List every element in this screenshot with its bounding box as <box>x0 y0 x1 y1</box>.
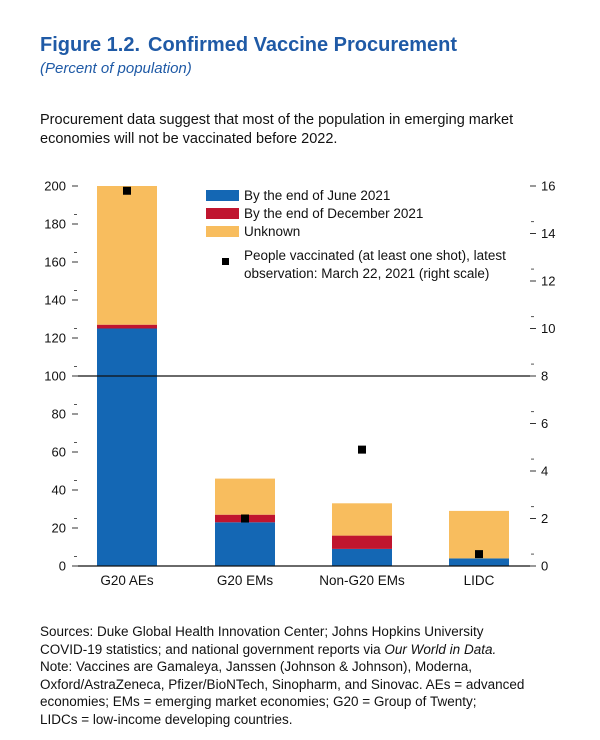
figure-title: Figure 1.2. Confirmed Vaccine Procurement <box>40 34 457 57</box>
left-axis-tick-label: 200 <box>44 179 66 194</box>
left-axis-tick-label: 120 <box>44 331 66 346</box>
bar-june-segment <box>97 328 157 566</box>
left-axis-tick-label: 60 <box>52 445 66 460</box>
left-axis-tick-label: 20 <box>52 521 66 536</box>
bar-december-segment <box>97 324 157 329</box>
left-axis-tick-label: 140 <box>44 293 66 308</box>
bar-unknown-segment <box>332 503 392 536</box>
figure-subtitle: (Percent of population) <box>40 60 192 77</box>
left-axis-tick-label: 180 <box>44 217 66 232</box>
left-axis-tick-label: 80 <box>52 407 66 422</box>
right-axis-tick-label: 4 <box>541 464 548 479</box>
bar-june-segment <box>215 522 275 566</box>
vaccinated-marker <box>475 550 483 559</box>
sources-line-1: Sources: Duke Global Health Innovation C… <box>40 624 484 639</box>
note-line-3: economies; EMs = emerging market economi… <box>40 694 477 709</box>
right-axis-tick-label: 14 <box>541 226 555 241</box>
legend-swatch-december <box>206 208 239 219</box>
category-label: G20 EMs <box>217 573 274 588</box>
note-line-2: Oxford/AstraZeneca, Pfizer/BioNTech, Sin… <box>40 676 525 692</box>
legend-swatch-june <box>206 190 239 201</box>
right-axis-tick-label: 0 <box>541 559 548 574</box>
legend-label: Unknown <box>244 224 300 239</box>
left-axis-tick-label: 0 <box>59 559 66 574</box>
legend-label-marker-line2: observation: March 22, 2021 (right scale… <box>244 266 489 281</box>
right-axis-tick-label: 10 <box>541 321 555 336</box>
note-line-1: Note: Vaccines are Gamaleya, Janssen (Jo… <box>40 659 472 674</box>
figure-notes: Sources: Duke Global Health Innovation C… <box>40 623 560 728</box>
vaccinated-marker <box>241 514 249 523</box>
figure-intro-text: Procurement data suggest that most of th… <box>40 112 514 147</box>
figure-number: Figure 1.2. <box>40 34 141 56</box>
bar-unknown-segment <box>97 186 157 325</box>
legend-label: By the end of December 2021 <box>244 206 423 221</box>
right-axis-tick-label: 12 <box>541 274 555 289</box>
left-axis-tick-label: 100 <box>44 369 66 384</box>
bar-june-segment <box>449 558 509 566</box>
bar-december-segment <box>332 535 392 549</box>
legend-label: By the end of June 2021 <box>244 188 390 203</box>
stacked-bar-chart: 0 20 40 60 80 100 120 140 160 180 200 0 2 4 6 8 10 12 14 16… <box>44 179 555 589</box>
bar-unknown-segment <box>215 478 275 515</box>
vaccinated-marker <box>123 186 131 195</box>
legend-marker <box>222 258 229 265</box>
right-axis-tick-label: 16 <box>541 179 555 194</box>
category-label: Non-G20 EMs <box>319 573 405 588</box>
right-axis-tick-label: 8 <box>541 369 548 384</box>
left-axis-tick-label: 160 <box>44 255 66 270</box>
sources-italic-text: Our World in Data. <box>384 641 497 657</box>
bar-june-segment <box>332 548 392 566</box>
note-line-4: LIDCs = low-income developing countries. <box>40 711 293 727</box>
figure-title-text: Confirmed Vaccine Procurement <box>148 34 458 56</box>
category-label: LIDC <box>464 573 495 588</box>
right-axis-tick-label: 6 <box>541 416 548 431</box>
right-axis-tick-label: 2 <box>541 511 548 526</box>
sources-line-2: COVID-19 statistics; and national govern… <box>40 641 560 659</box>
vaccinated-marker <box>358 445 366 454</box>
left-axis-tick-label: 40 <box>52 483 66 498</box>
legend-swatch-unknown <box>206 226 239 237</box>
category-label: G20 AEs <box>100 573 154 588</box>
legend-label-marker-line1: People vaccinated (at least one shot), l… <box>244 248 506 263</box>
sources-line-2-text: COVID-19 statistics; and national govern… <box>40 641 385 657</box>
